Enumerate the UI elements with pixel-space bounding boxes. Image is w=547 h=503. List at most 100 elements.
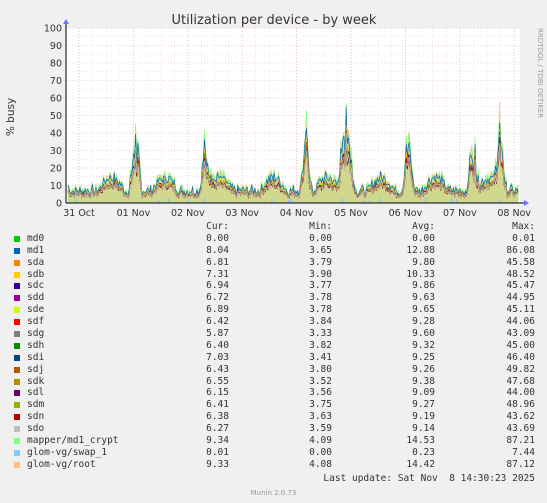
legend-min: 4.08 (309, 458, 332, 470)
legend-swatch (14, 319, 20, 326)
legend-max: 45.47 (506, 280, 535, 292)
legend-name: mapper/md1_crypt (27, 435, 119, 447)
legend-cur: 6.81 (206, 256, 229, 268)
y-tick-label: 20 (50, 164, 62, 175)
legend-cur: 6.94 (206, 280, 229, 292)
legend-name: md1 (27, 244, 45, 256)
legend-name: sdg (27, 328, 45, 340)
legend-cur: 6.72 (206, 292, 229, 304)
legend-max: 49.82 (506, 363, 535, 375)
legend-name: sdm (27, 399, 45, 411)
y-tick-label: 0 (56, 199, 62, 210)
y-axis-label: % busy (5, 98, 17, 136)
legend-name: md0 (27, 232, 45, 244)
legend-cur: 6.15 (206, 387, 229, 399)
legend-name: sda (27, 256, 45, 268)
legend-row: sdl 6.15 3.56 9.09 44.00 (0, 387, 547, 399)
legend-min: 3.90 (309, 268, 332, 280)
legend-avg: 9.09 (412, 387, 435, 399)
legend-min: 3.33 (309, 328, 332, 340)
series-line-sdo (67, 133, 519, 199)
legend-cur: 6.55 (206, 375, 229, 387)
legend-min: 0.00 (309, 232, 332, 244)
legend-name: sdo (27, 423, 45, 435)
legend-max: 7.44 (512, 446, 535, 458)
y-tick-label: 10 (50, 181, 62, 192)
chart-title: Utilization per device - by week (172, 13, 377, 28)
rrdtool-credit: RRDTOOL / TOBI OETIKER (536, 28, 544, 118)
legend-row: glom-vg/swap_1 0.01 0.00 0.23 7.44 (0, 447, 547, 459)
legend-row: sdj 6.43 3.80 9.26 49.82 (0, 364, 547, 376)
legend-max: 44.95 (506, 292, 535, 304)
legend-cur: 6.40 (206, 339, 229, 351)
munin-version: Munin 2.0.73 (250, 489, 297, 497)
legend-avg: 9.14 (412, 423, 435, 435)
axes: 0 10 20 30 40 50 60 70 80 90 100 31 Oct 01 Nov 02 Nov… (44, 19, 531, 219)
legend-row: md0 0.00 0.00 0.00 0.01 (0, 233, 547, 245)
y-tick-label: 60 (50, 94, 62, 105)
legend-cur: 7.31 (206, 268, 229, 280)
legend-min: 3.59 (309, 423, 332, 435)
legend-avg: 9.26 (412, 363, 435, 375)
legend-header: Cur: Min: Avg: Max: (0, 221, 547, 233)
legend-cur: 6.43 (206, 363, 229, 375)
legend-name: glom-vg/root (27, 458, 96, 470)
legend-row: sde 6.89 3.78 9.65 45.11 (0, 304, 547, 316)
legend-swatch (14, 283, 20, 290)
legend-name: glom-vg/swap_1 (27, 446, 108, 458)
legend-avg: 9.63 (412, 292, 435, 304)
legend-min: 3.82 (309, 339, 332, 351)
x-tick-label: 02 Nov (171, 208, 205, 219)
legend-name: sdc (27, 280, 45, 292)
legend-cur: 0.01 (206, 446, 229, 458)
legend-cur: 9.33 (206, 458, 229, 470)
legend-name: sdj (27, 363, 45, 375)
legend-swatch (14, 461, 20, 468)
legend-name: sde (27, 304, 45, 316)
legend-avg: 14.42 (406, 458, 435, 470)
legend-max: 43.62 (506, 411, 535, 423)
legend-max: 44.00 (506, 387, 535, 399)
x-tick-label: 31 Oct (63, 208, 95, 219)
legend-cur: 8.04 (206, 244, 229, 256)
legend-row: mapper/md1_crypt 9.34 4.09 14.53 87.21 (0, 435, 547, 447)
legend-swatch (14, 331, 20, 338)
legend-max: 0.01 (512, 232, 535, 244)
legend-avg: 12.88 (406, 244, 435, 256)
legend-cur: 6.38 (206, 411, 229, 423)
legend-avg: 9.28 (412, 316, 435, 328)
legend-row: sdn 6.38 3.63 9.19 43.62 (0, 411, 547, 423)
legend-swatch (14, 295, 20, 302)
legend-cur: 5.87 (206, 328, 229, 340)
legend-avg: 9.32 (412, 339, 435, 351)
legend-min: 3.84 (309, 316, 332, 328)
header-min: Min: (309, 221, 332, 232)
legend-max: 45.00 (506, 339, 535, 351)
header-avg: Avg: (412, 221, 435, 232)
header-cur: Cur: (206, 221, 229, 232)
legend-name: sdf (27, 316, 45, 328)
x-tick-label: 06 Nov (389, 208, 423, 219)
legend-min: 3.78 (309, 292, 332, 304)
legend-max: 43.69 (506, 423, 535, 435)
legend-swatch (14, 342, 20, 349)
series-line-md1 (67, 106, 519, 197)
legend-swatch (14, 378, 20, 385)
x-tick-label: 01 Nov (117, 208, 151, 219)
chart-area: Utilization per device - by week % busy … (5, 13, 544, 219)
legend-min: 3.77 (309, 280, 332, 292)
legend-max: 46.40 (506, 351, 535, 363)
legend-avg: 9.65 (412, 304, 435, 316)
legend-min: 3.41 (309, 351, 332, 363)
legend-name: sdl (27, 387, 45, 399)
legend-min: 4.09 (309, 435, 332, 447)
legend-cur: 9.34 (206, 435, 229, 447)
legend-max: 87.21 (506, 435, 535, 447)
x-tick-label: 03 Nov (225, 208, 259, 219)
legend-avg: 0.00 (412, 232, 435, 244)
x-tick-label: 08 Nov (497, 208, 531, 219)
legend-row: md1 8.04 3.65 12.88 86.08 (0, 245, 547, 257)
legend-cur: 6.89 (206, 304, 229, 316)
legend-row: sdb 7.31 3.90 10.33 48.52 (0, 269, 547, 281)
legend-cur: 6.27 (206, 423, 229, 435)
